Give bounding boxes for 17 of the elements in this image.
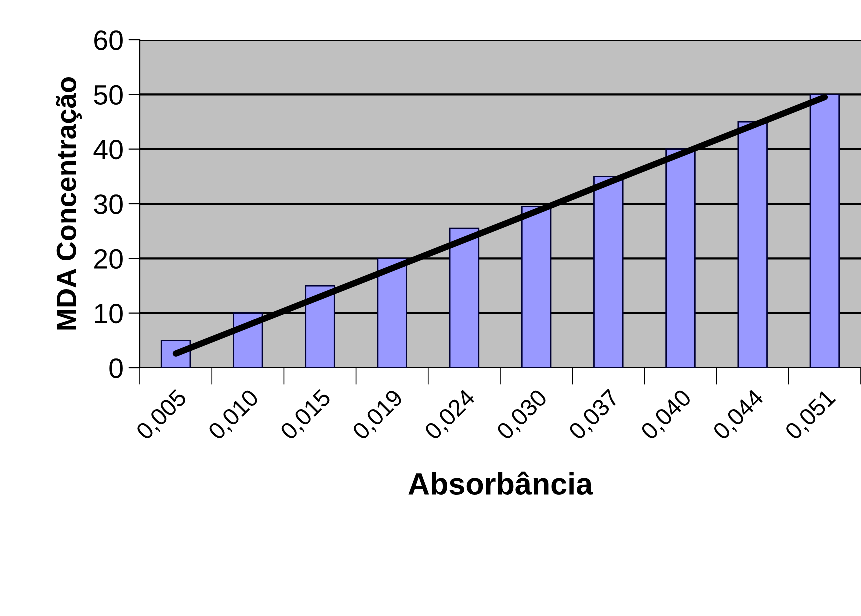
- y-tick-label: 40: [94, 140, 123, 160]
- bar: [810, 94, 840, 368]
- y-tick-label: 30: [94, 194, 123, 214]
- bar: [521, 206, 552, 368]
- bar: [449, 228, 480, 368]
- y-tick-label: 60: [94, 30, 123, 50]
- bar: [377, 258, 408, 368]
- y-tick-label: 50: [94, 85, 123, 106]
- bar: [594, 176, 624, 368]
- bar: [666, 148, 696, 368]
- y-tick-label: 20: [94, 249, 123, 270]
- y-tick-label: 0: [110, 358, 123, 378]
- x-axis-title: Absorbância: [408, 472, 594, 496]
- y-axis-title: MDA Concentração: [56, 77, 82, 330]
- bar: [738, 121, 768, 368]
- y-tick-label: 10: [95, 304, 123, 324]
- bar: [305, 285, 336, 368]
